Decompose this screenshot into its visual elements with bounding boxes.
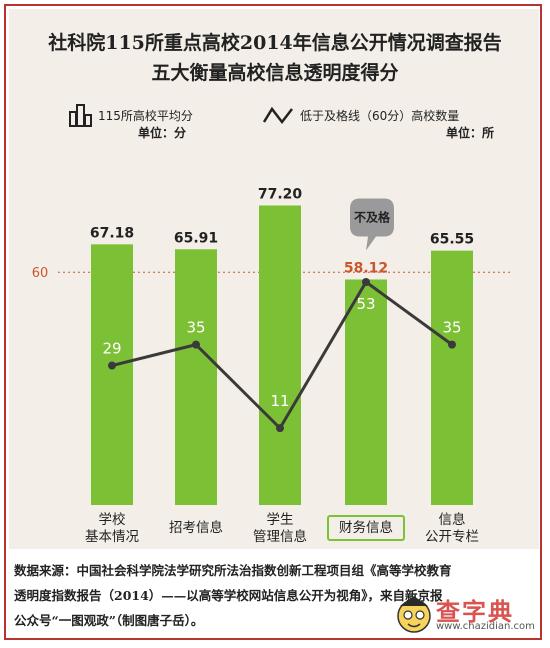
zigzag-line-icon xyxy=(262,106,293,125)
source-line-3: 公众号“一图观政”（制图唐子岳）。 xyxy=(14,613,204,628)
category-label-3: 财务信息 xyxy=(339,519,393,536)
outer-frame xyxy=(4,4,542,640)
watermark-text: 查字典 xyxy=(436,598,514,626)
chart-subtitle: 五大衡量高校信息透明度得分 xyxy=(151,62,399,84)
chart-area: 60 67.18 65.91 77.20 58.12 65.55 不及格 29 35 11 53 35… xyxy=(32,186,512,545)
legend-line-label: 低于及格线（60分）高校数量 xyxy=(300,109,460,123)
source-line-2: 透明度指数报告（2014）——以高等学校网站信息公开为视角》，来自新京报 xyxy=(14,588,443,603)
bar-value-label-0: 67.18 xyxy=(90,225,134,241)
bar-4 xyxy=(431,250,473,505)
category-label-0: 学校基本情况 xyxy=(85,511,139,545)
line-point-1 xyxy=(192,340,200,349)
line-point-0 xyxy=(108,361,116,370)
bar-value-label-3: 58.12 xyxy=(344,260,388,276)
watermark: 查字典 www.chazidian.com xyxy=(392,590,540,640)
category-label-2: 学生管理信息 xyxy=(253,512,307,545)
fail-callout-bubble xyxy=(350,198,394,251)
bar-2 xyxy=(259,205,301,506)
bar-1 xyxy=(175,249,217,505)
watermark-url: www.chazidian.com xyxy=(436,621,535,632)
line-value-label-3: 53 xyxy=(356,295,375,313)
line-point-4 xyxy=(448,340,456,349)
mascot-icon xyxy=(397,596,431,633)
category-highlight-box xyxy=(327,515,405,541)
line-value-label-1: 35 xyxy=(186,319,205,337)
category-label-4: 信息公开专栏 xyxy=(425,511,479,545)
bar-value-label-4: 65.55 xyxy=(430,232,474,248)
bar-value-label-2: 77.20 xyxy=(258,186,303,202)
bar-0 xyxy=(91,244,133,505)
bar-3 xyxy=(345,279,387,505)
source-line-1: 数据来源：中国社会科学院法学研究所法治指数创新工程项目组《高等学校教育 xyxy=(14,563,452,578)
source-note: 数据来源：中国社会科学院法学研究所法治指数创新工程项目组《高等学校教育 透明度指… xyxy=(14,558,539,633)
threshold-label: 60 xyxy=(32,266,49,281)
bar-value-label-1: 65.91 xyxy=(174,230,218,246)
line-point-3 xyxy=(362,278,370,286)
line-value-label-2: 11 xyxy=(270,392,289,410)
legend-bar-unit: 单位：分 xyxy=(138,126,187,140)
bar-chart-icon xyxy=(69,104,92,127)
legend-line-unit: 单位：所 xyxy=(446,126,495,140)
legend-bar-label: 115所高校平均分 xyxy=(98,109,193,123)
line-value-label-4: 35 xyxy=(442,319,461,337)
line-point-2 xyxy=(276,424,284,433)
line-value-label-0: 29 xyxy=(102,340,121,358)
category-label-1: 招考信息 xyxy=(169,519,223,536)
fail-callout-text: 不及格 xyxy=(354,209,391,224)
chart-title: 社科院115所重点高校2014年信息公开情况调查报告 xyxy=(48,32,502,54)
